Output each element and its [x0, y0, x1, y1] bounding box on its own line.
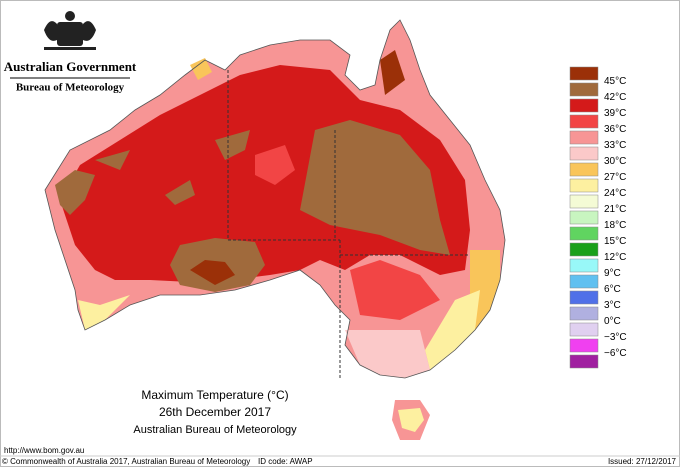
legend-label: 9°C [604, 268, 621, 279]
legend-label: 12°C [604, 252, 626, 263]
legend-label: −6°C [604, 348, 627, 359]
legend-label: 33°C [604, 140, 626, 151]
map-title: Maximum Temperature (°C) [141, 388, 288, 402]
agency-name: Bureau of Meteorology [16, 82, 125, 94]
legend-label: 39°C [604, 108, 626, 119]
legend-label: 45°C [604, 76, 626, 87]
government-name: Australian Government [4, 59, 137, 74]
legend-label: 15°C [604, 236, 626, 247]
legend-swatch [569, 338, 599, 353]
legend-label: 42°C [604, 92, 626, 103]
legend-label: 3°C [604, 300, 621, 311]
legend-swatch [569, 210, 599, 225]
legend-swatch [569, 274, 599, 289]
legend-swatch [569, 258, 599, 273]
legend-label: 24°C [604, 188, 626, 199]
legend-swatch [569, 354, 599, 369]
legend-swatch [569, 114, 599, 129]
legend-swatch [569, 242, 599, 257]
temperature-map [44, 19, 506, 440]
id-code: ID code: AWAP [258, 457, 313, 466]
legend-label: −3°C [604, 332, 627, 343]
map-date: 26th December 2017 [159, 405, 271, 419]
copyright: © Commonwealth of Australia 2017, Austra… [2, 457, 250, 466]
legend-swatch [569, 290, 599, 305]
legend-swatch [569, 306, 599, 321]
legend-label: 6°C [604, 284, 621, 295]
legend-swatch [569, 98, 599, 113]
legend: 45°C 42°C 39°C 36°C 33°C 30°C 27°C 24°C 21°C 18°C… [569, 66, 627, 369]
legend-swatch [569, 82, 599, 97]
map-source: Australian Bureau of Meteorology [133, 424, 297, 436]
legend-label: 0°C [604, 316, 621, 327]
legend-swatch [569, 178, 599, 193]
legend-swatch [569, 66, 599, 81]
legend-label: 21°C [604, 204, 626, 215]
issued: Issued: 27/12/2017 [608, 457, 677, 466]
legend-label: 18°C [604, 220, 626, 231]
legend-swatch [569, 226, 599, 241]
legend-swatch [569, 146, 599, 161]
legend-swatch [569, 194, 599, 209]
legend-label: 30°C [604, 156, 626, 167]
legend-label: 36°C [604, 124, 626, 135]
legend-swatch [569, 322, 599, 337]
crest [44, 11, 96, 50]
url: http://www.bom.gov.au [4, 446, 84, 455]
legend-label: 27°C [604, 172, 626, 183]
legend-swatch [569, 130, 599, 145]
legend-swatch [569, 162, 599, 177]
